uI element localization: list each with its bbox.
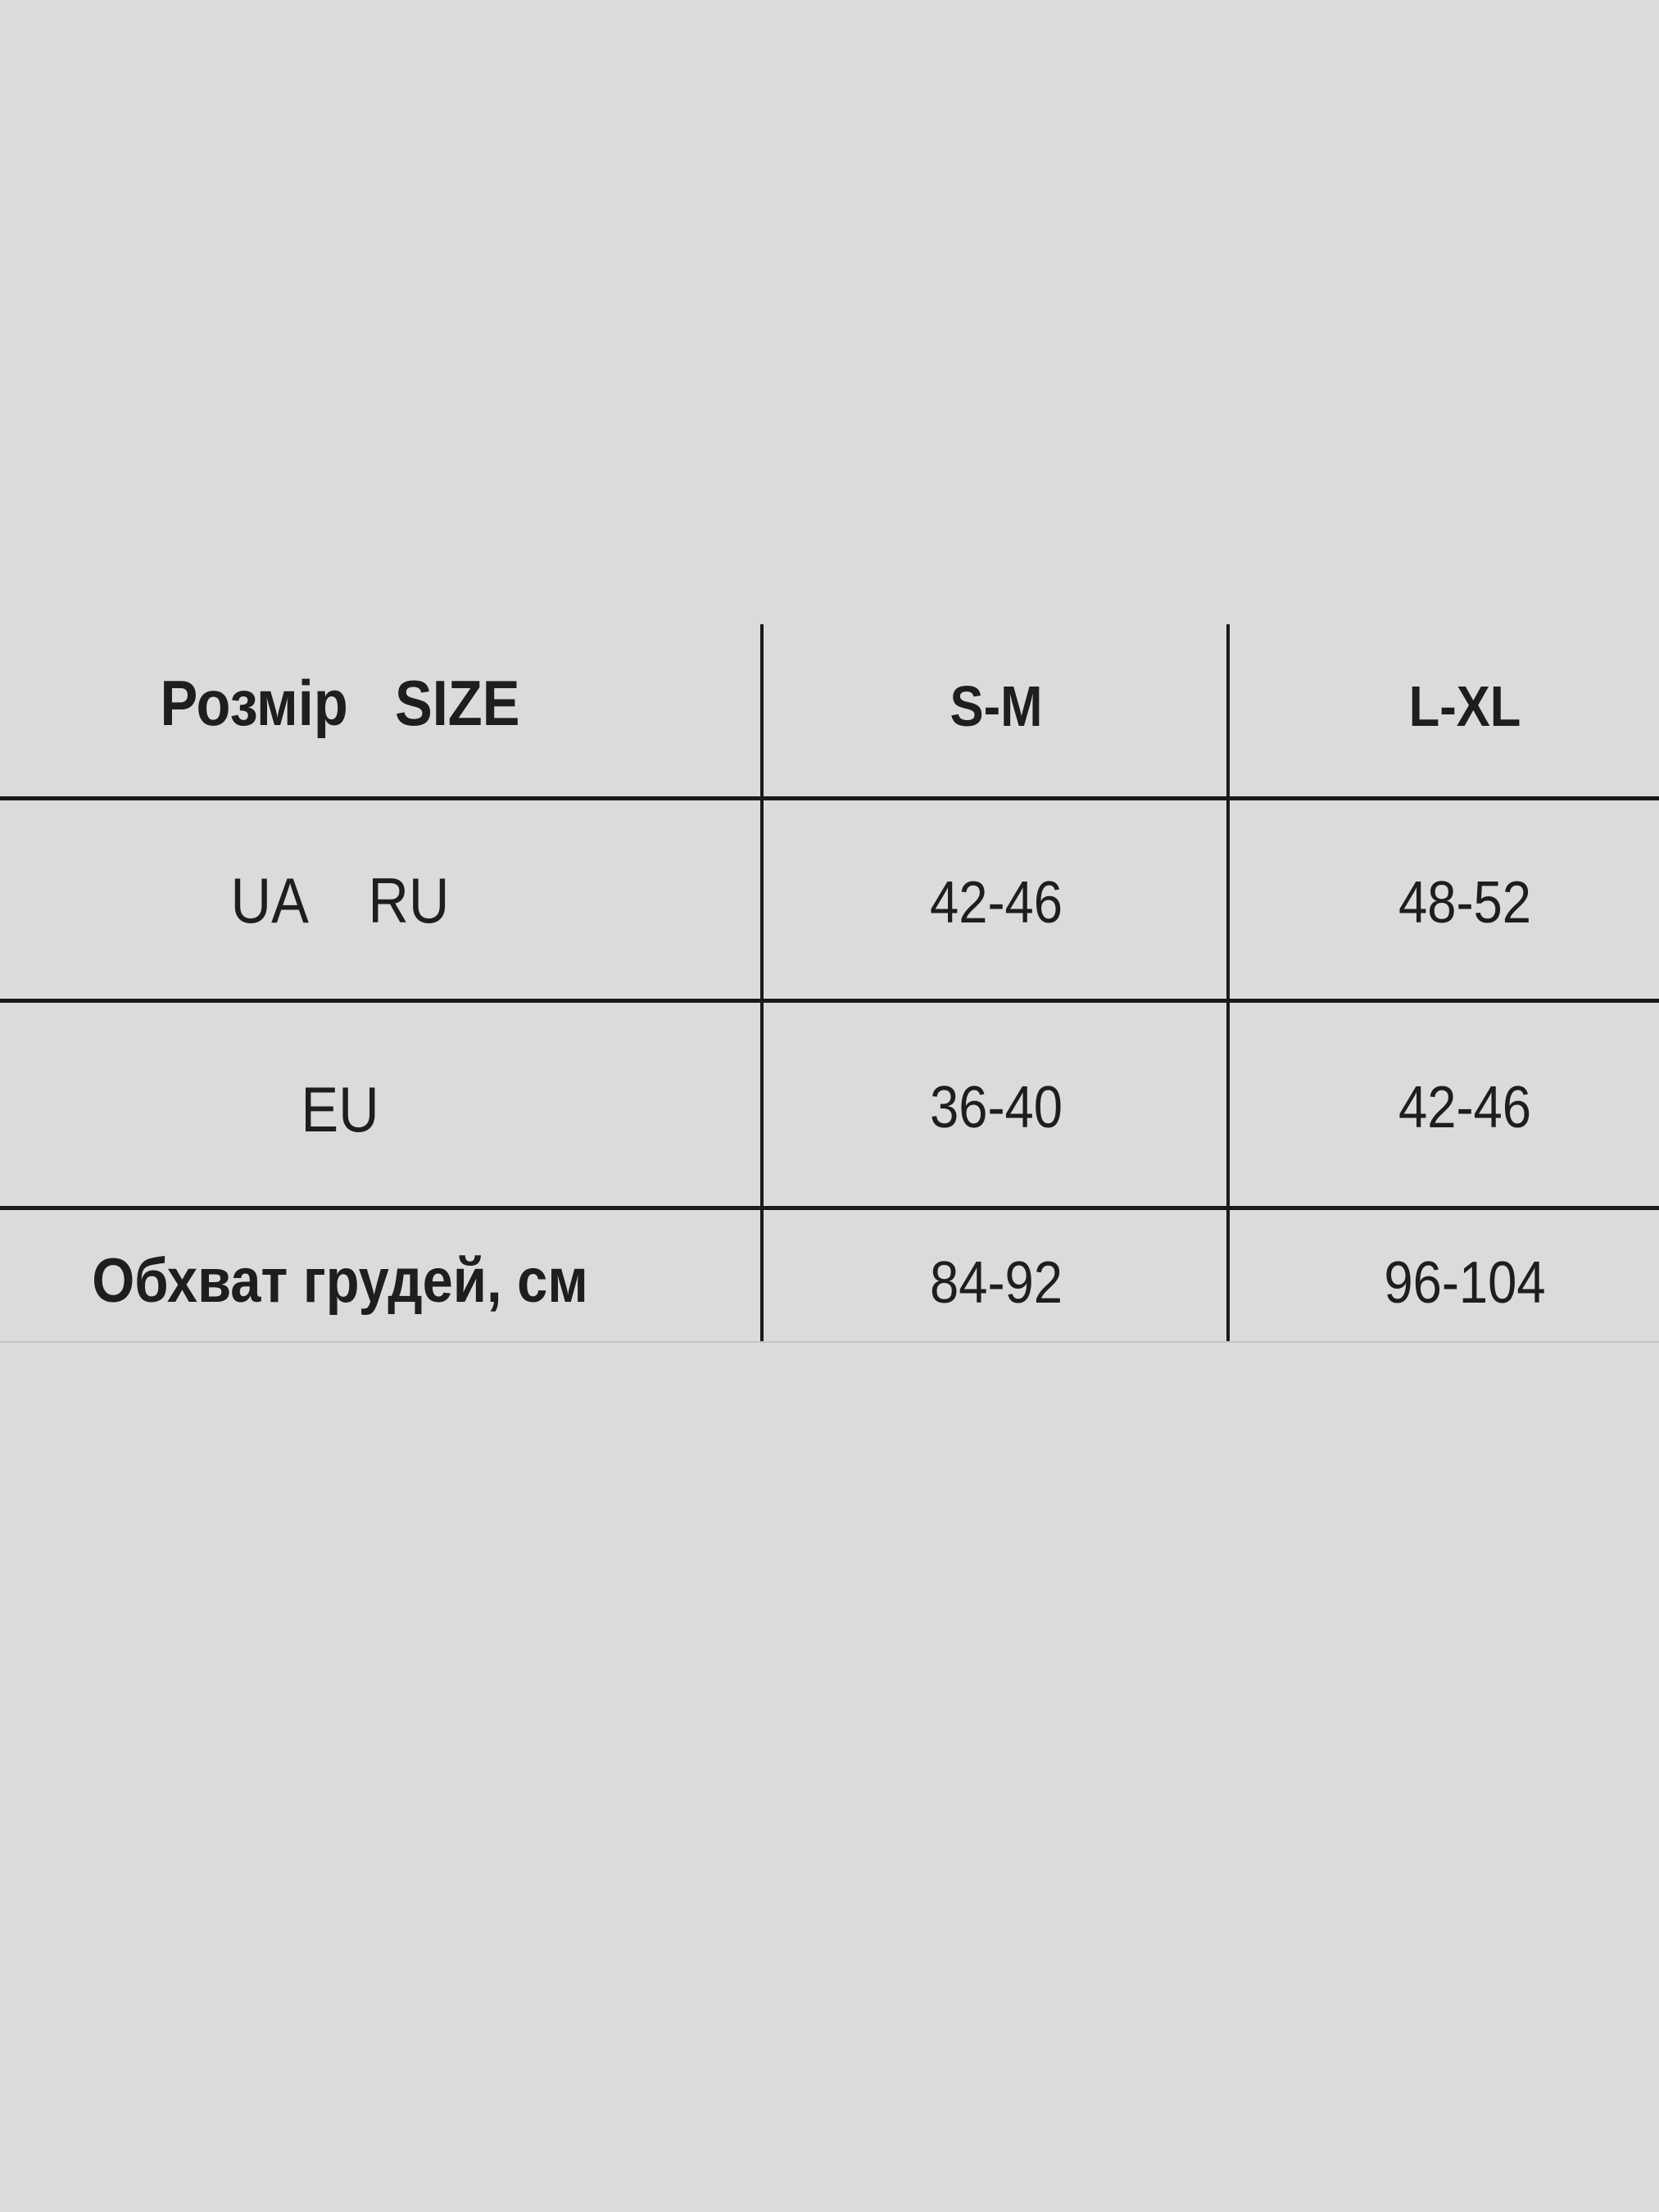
- table-bottom-edge: [0, 1341, 1659, 1343]
- table-cell: 36-40: [929, 1075, 1063, 1140]
- row-label-bust: Обхват грудей, см: [92, 1246, 588, 1316]
- table-cell: 48-52: [1398, 870, 1532, 936]
- table-cell: 96-104: [1384, 1250, 1546, 1316]
- row-label-eu: EU: [301, 1073, 379, 1145]
- column-divider: [1226, 624, 1230, 1342]
- header-column-l-xl: L-XL: [1408, 674, 1521, 738]
- row-divider: [0, 796, 1659, 800]
- table-cell: 42-46: [1398, 1075, 1532, 1140]
- table-cell: 42-46: [929, 870, 1063, 936]
- header-column-s-m: S-M: [950, 674, 1043, 738]
- row-label-ua-ru: UA RU: [230, 864, 450, 936]
- row-divider: [0, 999, 1659, 1003]
- table-cell: 84-92: [929, 1250, 1063, 1316]
- row-divider: [0, 1206, 1659, 1210]
- column-divider: [760, 624, 764, 1342]
- header-label: Розмір SIZE: [160, 667, 520, 739]
